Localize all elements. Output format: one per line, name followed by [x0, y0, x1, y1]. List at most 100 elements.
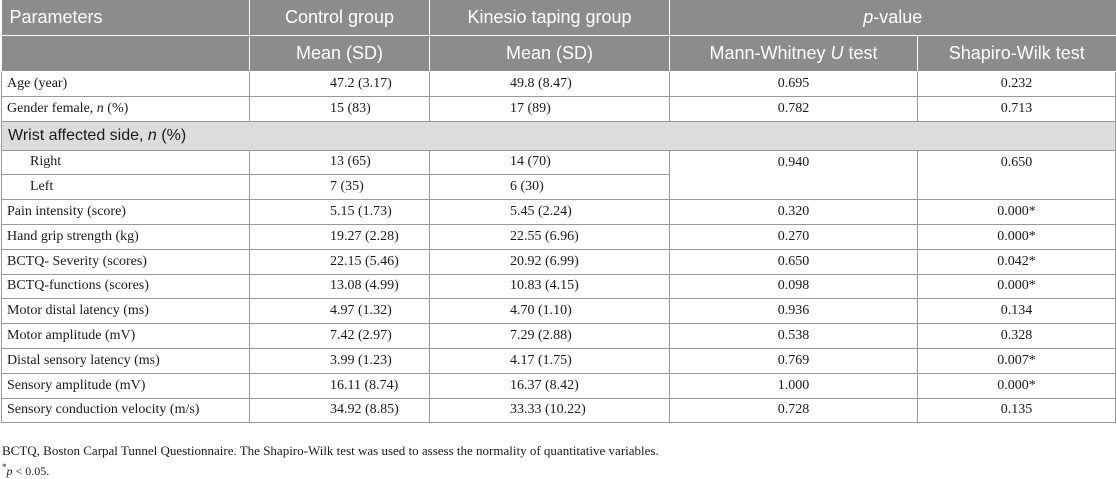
row-shapiro-wilk: 0.232 — [916, 71, 1116, 97]
table-row: Hand grip strength (kg) 19.27 (2.28) 22.… — [1, 223, 1116, 250]
row-control: 3.99 (1.23) — [249, 347, 430, 374]
row-shapiro-wilk: 0.007* — [916, 347, 1116, 374]
row-mann-whitney: 0.320 — [669, 199, 918, 225]
row-shapiro-wilk: 0.134 — [916, 298, 1116, 325]
mw-pre: Mann-Whitney — [709, 43, 831, 63]
param-italic: n — [96, 100, 104, 116]
row-control: 13.08 (4.99) — [249, 273, 430, 300]
table-row: Motor distal latency (ms) 4.97 (1.32) 4.… — [1, 298, 1116, 325]
section-post: (%) — [156, 126, 187, 144]
row-parameter: Age (year) — [1, 71, 250, 97]
table-row: Pain intensity (score) 5.15 (1.73) 5.45 … — [1, 199, 1116, 225]
row-kinesio: 33.33 (10.22) — [429, 397, 670, 424]
row-shapiro-wilk: 0.000* — [916, 372, 1116, 399]
header-kinesio-sub: Mean (SD) — [429, 35, 670, 72]
table-row: Sensory conduction velocity (m/s) 34.92 … — [1, 397, 1116, 424]
row-shapiro-wilk: 0.042* — [916, 248, 1116, 275]
footnote-asterisk: * — [2, 462, 7, 472]
table-row: Distal sensory latency (ms) 3.99 (1.23) … — [1, 347, 1116, 374]
row-shapiro-wilk: 0.650 — [916, 149, 1116, 201]
row-mann-whitney: 0.782 — [669, 95, 918, 122]
row-mann-whitney: 0.940 — [669, 149, 918, 201]
row-kinesio: 4.70 (1.10) — [429, 298, 670, 325]
row-kinesio: 16.37 (8.42) — [429, 372, 670, 399]
header-p-value: p-value — [668, 0, 1116, 36]
row-parameter: BCTQ- Severity (scores) — [1, 248, 250, 275]
row-kinesio: 6 (30) — [429, 174, 670, 201]
param-post: (%) — [103, 100, 129, 116]
row-parameter: Gender female, n (%) — [1, 95, 250, 122]
section-italic: n — [147, 126, 157, 144]
footnote-threshold: < 0.05. — [12, 464, 50, 478]
row-kinesio: 14 (70) — [429, 149, 670, 176]
p-rest: -value — [873, 7, 923, 27]
table-footnote-abbreviations: BCTQ, Boston Carpal Tunnel Questionnaire… — [2, 443, 659, 458]
row-parameter: BCTQ-functions (scores) — [1, 273, 250, 300]
param-pre: Gender female, — [7, 100, 97, 116]
footnote-p: p — [6, 464, 13, 478]
row-control: 5.15 (1.73) — [249, 199, 430, 225]
row-control: 22.15 (5.46) — [249, 248, 430, 275]
header-parameters: Parameters — [1, 0, 250, 36]
p-italic: p — [863, 7, 874, 27]
header-row-1: Parameters Control group Kinesio taping … — [1, 0, 1116, 36]
row-control: 16.11 (8.74) — [249, 372, 430, 399]
row-kinesio: 7.29 (2.88) — [429, 323, 670, 349]
table-row: Age (year) 47.2 (3.17) 49.8 (8.47) 0.695… — [1, 71, 1116, 97]
row-mann-whitney: 0.728 — [669, 397, 918, 424]
row-shapiro-wilk: 0.000* — [916, 223, 1116, 250]
row-kinesio: 10.83 (4.15) — [429, 273, 670, 300]
row-kinesio: 20.92 (6.99) — [429, 248, 670, 275]
row-control: 15 (83) — [249, 95, 430, 122]
table-row: Left 7 (35) 6 (30) — [1, 174, 1116, 201]
row-shapiro-wilk: 0.328 — [916, 323, 1116, 349]
mw-post: test — [843, 43, 878, 63]
header-kinesio-group: Kinesio taping group — [429, 0, 670, 36]
row-mann-whitney: 0.769 — [669, 347, 918, 374]
row-mann-whitney: 0.936 — [669, 298, 918, 325]
row-mann-whitney: 0.538 — [669, 323, 918, 349]
header-parameters-sub — [1, 35, 250, 72]
row-mann-whitney: 0.270 — [669, 223, 918, 250]
table-row: Motor amplitude (mV) 7.42 (2.97) 7.29 (2… — [1, 323, 1116, 349]
row-parameter: Motor distal latency (ms) — [1, 298, 250, 325]
row-parameter: Right — [1, 149, 250, 176]
table-row: Gender female, n (%) 15 (83) 17 (89) 0.7… — [1, 95, 1116, 122]
row-parameter: Distal sensory latency (ms) — [1, 347, 250, 374]
row-mann-whitney: 0.695 — [669, 71, 918, 97]
row-shapiro-wilk: 0.000* — [916, 199, 1116, 225]
header-shapiro-wilk: Shapiro-Wilk test — [916, 35, 1116, 72]
row-control: 4.97 (1.32) — [249, 298, 430, 325]
table-row: Sensory amplitude (mV) 16.11 (8.74) 16.3… — [1, 372, 1116, 399]
row-kinesio: 5.45 (2.24) — [429, 199, 670, 225]
row-kinesio: 49.8 (8.47) — [429, 71, 670, 97]
table-footnote-significance: *p < 0.05. — [2, 462, 1112, 479]
section-pre: Wrist affected side, — [8, 126, 148, 144]
row-parameter: Sensory amplitude (mV) — [1, 372, 250, 399]
row-control: 19.27 (2.28) — [249, 223, 430, 250]
row-kinesio: 4.17 (1.75) — [429, 347, 670, 374]
row-parameter: Sensory conduction velocity (m/s) — [1, 397, 250, 424]
row-kinesio: 22.55 (6.96) — [429, 223, 670, 250]
section-row: Wrist affected side, n (%) — [0, 120, 1116, 151]
header-control-group: Control group — [249, 0, 430, 36]
header-row-2: Mean (SD) Mean (SD) Mann-Whitney U test … — [1, 35, 1116, 72]
row-shapiro-wilk: 0.713 — [916, 95, 1116, 122]
table-row: BCTQ- Severity (scores) 22.15 (5.46) 20.… — [1, 248, 1116, 275]
row-control: 34.92 (8.85) — [249, 397, 430, 424]
row-control: 7.42 (2.97) — [249, 323, 430, 349]
table-row: Right 13 (65) 14 (70) 0.940 0.650 — [1, 149, 1116, 201]
row-shapiro-wilk: 0.135 — [916, 397, 1116, 424]
results-table: Parameters Control group Kinesio taping … — [0, 0, 1116, 424]
row-parameter: Motor amplitude (mV) — [1, 323, 250, 349]
row-mann-whitney: 1.000 — [669, 372, 918, 399]
row-shapiro-wilk: 0.000* — [916, 273, 1116, 300]
row-parameter: Hand grip strength (kg) — [1, 223, 250, 250]
table-row: BCTQ-functions (scores) 13.08 (4.99) 10.… — [1, 273, 1116, 300]
row-control: 7 (35) — [249, 174, 430, 201]
row-kinesio: 17 (89) — [429, 95, 670, 122]
header-control-sub: Mean (SD) — [249, 35, 430, 72]
mw-italic: U — [830, 43, 844, 63]
row-parameter: Pain intensity (score) — [1, 199, 250, 225]
row-control: 13 (65) — [249, 149, 430, 176]
